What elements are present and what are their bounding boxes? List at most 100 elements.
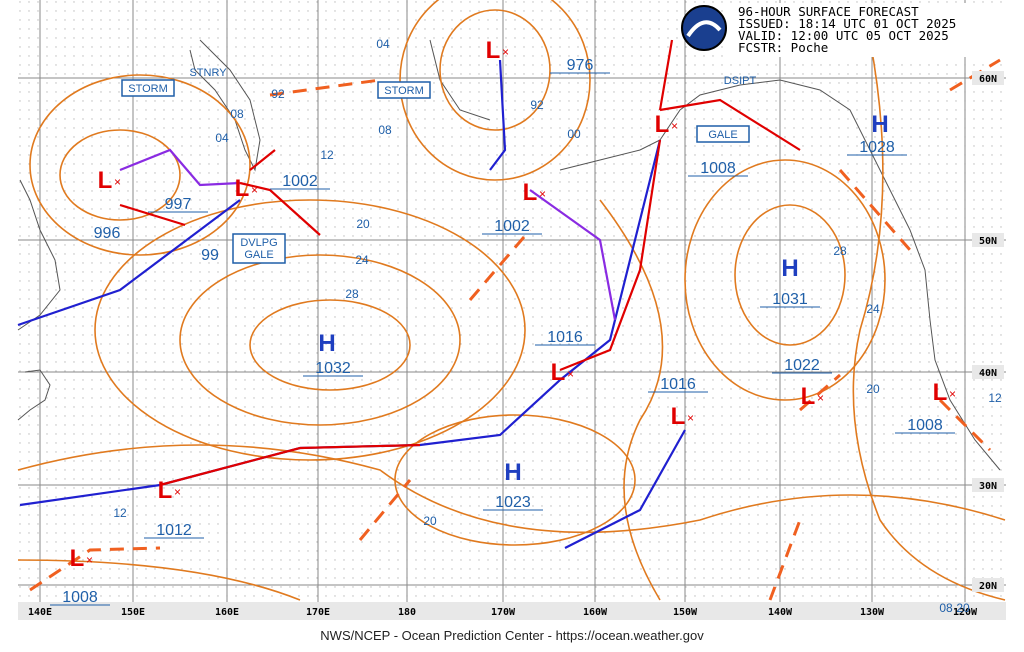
isobar [17,444,1006,534]
longitude-label: 150W [673,607,698,618]
isobar-label: 92 [271,87,285,101]
low-center-x: × [174,485,181,499]
central-pressure: 1032 [315,360,351,377]
isobar [599,199,664,601]
low-symbol: L [671,403,686,430]
central-pressure: 976 [567,57,594,74]
central-pressure: 1023 [495,494,531,511]
low-symbol: L [158,477,173,504]
isobar-label: 99 [201,247,219,264]
isobar [94,199,526,461]
isobar [29,74,251,256]
isobar [852,39,1006,601]
isobar-label: 28 [345,287,359,301]
header-line: VALID: 12:00 UTC 05 OCT 2025 [738,28,949,43]
warning-label: GALE [244,249,273,261]
longitude-label: 120W [953,607,978,618]
low-symbol: L [98,167,113,194]
low-center-x: × [539,187,546,201]
isobar-label: 08 [939,601,953,615]
low-center-x: × [114,175,121,189]
low-center-x: × [687,411,694,425]
isobar [59,129,181,221]
latitude-label-box [972,233,1004,247]
low-symbol: L [655,111,670,138]
isobar-label: 24 [355,253,369,267]
warning-label: STORM [128,83,168,95]
low-symbol: L [70,545,85,572]
isobar-label: 12 [988,391,1002,405]
isobar [399,0,591,181]
warning-label: GALE [708,129,737,141]
warning-box [121,79,175,97]
isobar [684,159,886,401]
isobar [17,559,301,601]
central-pressure: 1002 [282,173,318,190]
isobar-label: 28 [833,244,847,258]
front-label: STNRY [189,67,227,79]
low-symbol: L [235,175,250,202]
central-pressure: 997 [165,196,192,213]
low-symbol: L [551,359,566,386]
low-symbol: L [933,379,948,406]
header-box [730,3,1002,57]
high-symbol: H [781,255,798,282]
central-pressure: 1008 [700,160,736,177]
isobar-label: 12 [113,506,127,520]
lon-axis-strip [18,602,1006,620]
low-symbol: L [486,37,501,64]
isobar-label: 20 [423,514,437,528]
longitude-label: 150E [121,607,145,618]
isobar-label: 00 [567,127,581,141]
longitude-label: 160E [215,607,239,618]
low-center-x: × [502,45,509,59]
graticule [18,0,1006,602]
low-center-x: × [949,387,956,401]
isobar [734,204,846,346]
central-pressure: 1028 [859,139,895,156]
warning-box [696,125,750,143]
isobar-label: 04 [215,131,229,145]
latitude-label: 20N [979,581,997,592]
isobar-label: 20 [356,217,370,231]
latitude-label-box [972,478,1004,492]
high-symbol: H [504,459,521,486]
central-pressure: 1016 [660,376,696,393]
isobar-label: 24 [866,302,880,316]
warning-box [232,233,286,264]
low-symbol: L [801,383,816,410]
central-pressure: 1031 [772,291,808,308]
header-line: 96-HOUR SURFACE FORECAST [738,4,919,19]
warning-label: DVLPG [240,237,277,249]
longitude-label: 140E [28,607,52,618]
isobar [179,254,461,426]
noaa-logo [681,5,727,51]
fronts [17,39,801,549]
low-center-x: × [251,183,258,197]
latitude-label-box [972,365,1004,379]
isobar [249,299,411,391]
longitude-label: 130W [860,607,885,618]
isobar-label: 08 [230,107,244,121]
isobar-label: 08 [378,123,392,137]
warning-label: STORM [384,85,424,97]
warning-box [377,81,431,99]
latitude-label: 60N [979,74,997,85]
longitude-label: 140W [768,607,793,618]
central-pressure: 1016 [547,329,583,346]
header-line: ISSUED: 18:14 UTC 01 OCT 2025 [738,16,956,31]
latitude-label: 40N [979,368,997,379]
central-pressure: 1008 [62,589,98,606]
header-line: FCSTR: Poche [738,40,828,55]
low-center-x: × [567,367,574,381]
latitude-label: 50N [979,236,997,247]
isobar [439,9,551,131]
footer: NWS/NCEP - Ocean Prediction Center - htt… [320,628,704,643]
longitude-label: 160W [583,607,608,618]
low-center-x: × [671,119,678,133]
low-center-x: × [86,553,93,567]
central-pressure: 1022 [784,357,820,374]
high-symbol: H [871,111,888,138]
central-pressure: 1012 [156,522,192,539]
